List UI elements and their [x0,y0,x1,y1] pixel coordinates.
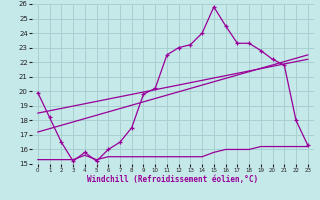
X-axis label: Windchill (Refroidissement éolien,°C): Windchill (Refroidissement éolien,°C) [87,175,258,184]
